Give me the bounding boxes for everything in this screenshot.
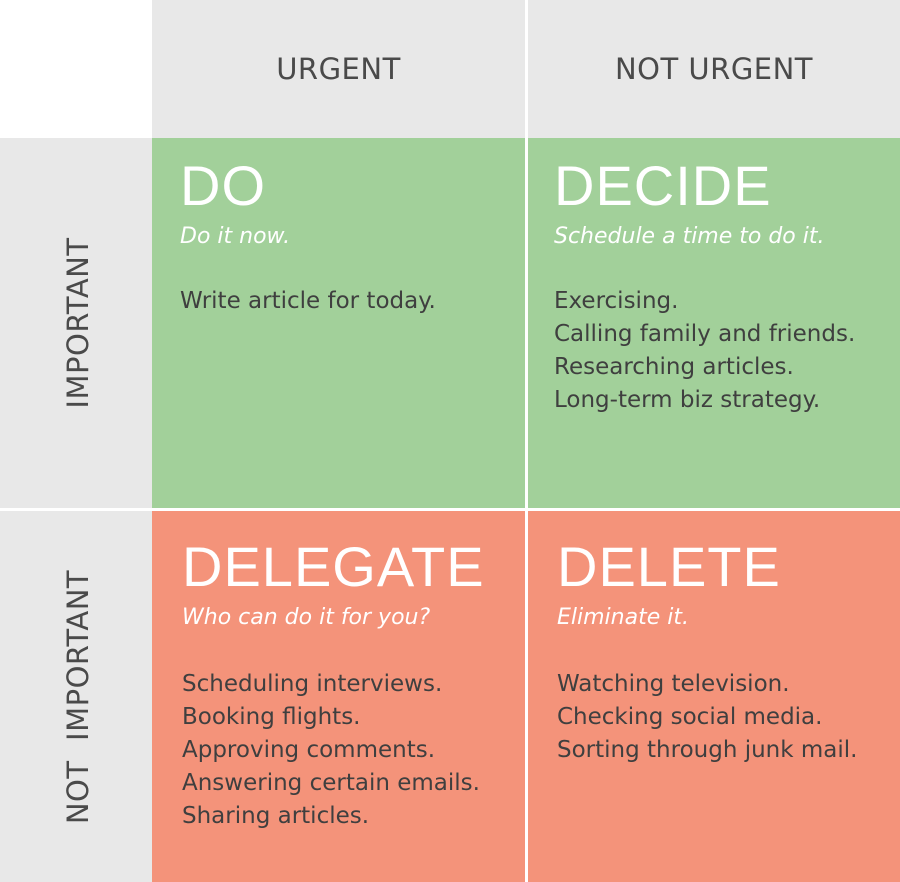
quadrant-delete: DELETE Eliminate it. Watching television… <box>528 511 900 882</box>
horizontal-divider <box>0 508 900 511</box>
quadrant-title: DELETE <box>557 535 781 598</box>
quadrant-delegate: DELEGATE Who can do it for you? Scheduli… <box>152 511 525 882</box>
quadrant-title: DO <box>180 154 266 217</box>
task-item: Sharing articles. <box>182 803 370 829</box>
quadrant-subtitle: Who can do it for you? <box>182 605 431 630</box>
column-label-not-urgent: NOT URGENT <box>614 52 814 86</box>
task-list: Write article for today. <box>180 285 525 318</box>
task-item: Booking flights. <box>182 704 361 730</box>
row-header-not-important: NOT IMPORTANT <box>0 511 152 882</box>
row-label-not-important: NOT IMPORTANT <box>61 569 95 824</box>
quadrant-subtitle: Do it now. <box>180 224 291 249</box>
quadrant-subtitle: Schedule a time to do it. <box>554 224 825 249</box>
quadrant-title: DELEGATE <box>182 535 485 598</box>
task-item: Calling family and friends. <box>554 321 856 347</box>
task-list: Scheduling interviews. Booking flights. … <box>182 668 525 833</box>
task-item: Exercising. <box>554 288 679 314</box>
task-item: Approving comments. <box>182 737 436 763</box>
quadrant-do: DO Do it now. Write article for today. <box>152 138 525 508</box>
corner-blank <box>0 0 152 138</box>
row-header-important: IMPORTANT <box>0 138 152 508</box>
row-label-important: IMPORTANT <box>61 237 95 409</box>
quadrant-decide: DECIDE Schedule a time to do it. Exercis… <box>528 138 900 508</box>
task-item: Long-term biz strategy. <box>554 387 821 413</box>
task-item: Checking social media. <box>557 704 823 730</box>
column-header-not-urgent: NOT URGENT <box>528 0 900 138</box>
task-item: Watching television. <box>557 671 790 697</box>
quadrant-title: DECIDE <box>554 154 772 217</box>
task-item: Answering certain emails. <box>182 770 480 796</box>
task-list: Exercising. Calling family and friends. … <box>554 285 900 417</box>
task-item: Researching articles. <box>554 354 794 380</box>
task-list: Watching television. Checking social med… <box>557 668 900 767</box>
task-item: Write article for today. <box>180 288 436 314</box>
task-item: Scheduling interviews. <box>182 671 443 697</box>
quadrant-subtitle: Eliminate it. <box>557 605 689 630</box>
task-item: Sorting through junk mail. <box>557 737 858 763</box>
column-header-urgent: URGENT <box>152 0 525 138</box>
column-label-urgent: URGENT <box>276 52 401 86</box>
vertical-divider <box>525 0 528 882</box>
